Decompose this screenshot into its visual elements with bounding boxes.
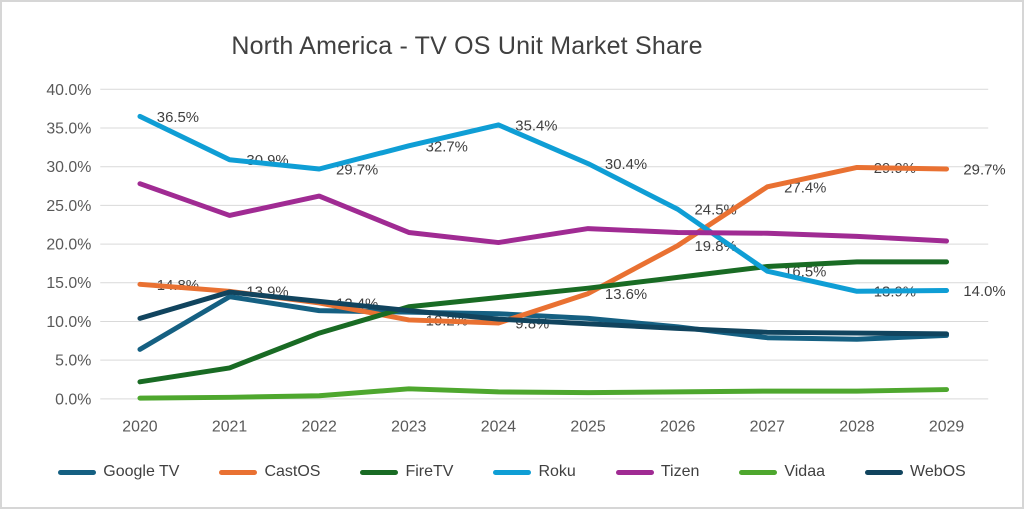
legend-swatch-vidaa	[739, 469, 778, 475]
x-tick-label: 2027	[750, 419, 785, 436]
data-label-castos: 29.7%	[963, 162, 1005, 178]
data-label-roku: 30.4%	[605, 157, 647, 173]
legend-label: Vidaa	[784, 463, 825, 480]
legend-swatch-google-tv	[58, 469, 97, 475]
series-line-vidaa	[137, 386, 950, 401]
legend-label: CastOS	[264, 463, 321, 480]
legend-swatch-tizen	[615, 469, 654, 475]
series-line-google-tv	[137, 294, 950, 352]
y-tick-label: 30.0%	[46, 159, 91, 176]
legend-item-webos: WebOS	[865, 463, 966, 481]
y-tick-label: 10.0%	[46, 314, 91, 331]
legend-label: Google TV	[103, 463, 180, 480]
legend-item-castos: CastOS	[219, 463, 320, 481]
data-label-roku: 36.5%	[157, 110, 199, 126]
data-label-roku: 29.7%	[336, 162, 378, 178]
legend: Google TV CastOS FireTV Roku Tizen Vidaa WebOS	[2, 463, 1022, 481]
x-tick-label: 2023	[391, 419, 426, 436]
series-line-webos	[137, 289, 950, 337]
legend-item-firetv: FireTV	[360, 463, 453, 481]
legend-label: Roku	[538, 463, 576, 480]
y-tick-label: 0.0%	[55, 391, 91, 408]
x-tick-label: 2022	[302, 419, 337, 436]
legend-item-vidaa: Vidaa	[739, 463, 825, 481]
series-line-roku	[137, 113, 950, 294]
y-tick-label: 15.0%	[46, 275, 91, 292]
data-label-castos: 13.6%	[605, 287, 647, 303]
data-label-roku: 35.4%	[515, 118, 557, 134]
legend-label: WebOS	[910, 463, 966, 480]
x-tick-label: 2029	[929, 419, 964, 436]
legend-swatch-roku	[493, 469, 532, 475]
x-tick-label: 2028	[839, 419, 874, 436]
legend-item-tizen: Tizen	[615, 463, 700, 481]
data-label-roku: 14.0%	[963, 284, 1005, 300]
legend-item-google-tv: Google TV	[58, 463, 179, 481]
legend-swatch-castos	[219, 469, 258, 475]
legend-swatch-firetv	[360, 469, 399, 475]
legend-label: FireTV	[405, 463, 454, 480]
y-tick-label: 40.0%	[46, 82, 91, 99]
y-tick-label: 25.0%	[46, 198, 91, 215]
y-tick-label: 20.0%	[46, 237, 91, 254]
legend-swatch-webos	[865, 469, 903, 475]
x-tick-label: 2021	[212, 419, 247, 436]
data-label-castos: 27.4%	[784, 180, 826, 196]
chart-title: North America - TV OS Unit Market Share	[231, 32, 703, 60]
y-tick-label: 5.0%	[55, 353, 91, 370]
x-tick-label: 2025	[570, 419, 605, 436]
x-tick-label: 2020	[122, 419, 157, 436]
series-line-firetv	[137, 259, 950, 385]
legend-label: Tizen	[660, 463, 700, 480]
x-tick-label: 2024	[481, 419, 516, 436]
legend-item-roku: Roku	[493, 463, 576, 481]
y-tick-label: 35.0%	[46, 120, 91, 137]
series-line-tizen	[137, 181, 950, 246]
data-label-roku: 32.7%	[426, 139, 468, 155]
x-tick-label: 2026	[660, 419, 695, 436]
